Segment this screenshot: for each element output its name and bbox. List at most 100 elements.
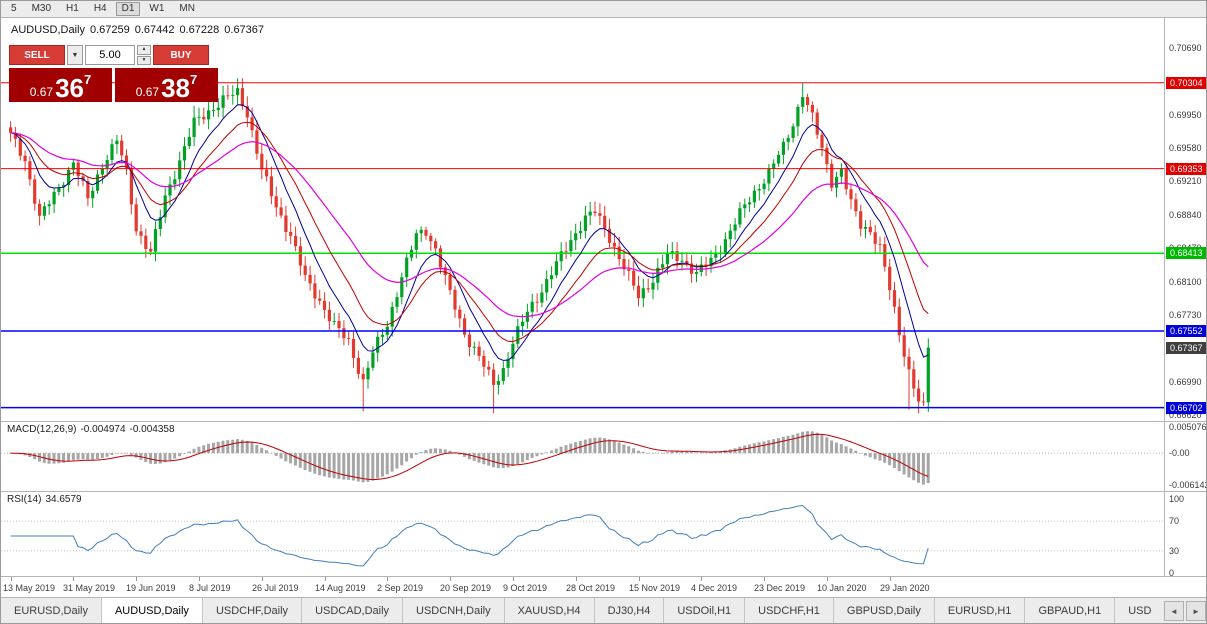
- timeframe-button-W1[interactable]: W1: [143, 2, 170, 16]
- date-axis-label: 26 Jul 2019: [252, 583, 299, 593]
- date-tick: [513, 577, 514, 581]
- timeframe-button-D1[interactable]: D1: [115, 2, 141, 16]
- date-tick: [450, 577, 451, 581]
- macd-name: MACD(12,26,9): [7, 424, 77, 435]
- ohlc-close: 0.67367: [224, 24, 265, 36]
- timeframe-toolbar: 5 M30 H1 H4 D1 W1 MN: [1, 1, 1206, 18]
- main-chart-canvas[interactable]: [1, 18, 1164, 421]
- sell-price-point: 7: [84, 72, 92, 87]
- rsi-axis-tick: 70: [1169, 516, 1180, 527]
- panel-divider: [1, 421, 1206, 422]
- price-axis-tick: 0.69580: [1169, 143, 1202, 154]
- buy-price-display[interactable]: 0.67 38 7: [115, 68, 218, 102]
- panel-divider: [1, 576, 1206, 577]
- timeframe-button-M30[interactable]: M30: [26, 2, 57, 16]
- price-axis-tick: 0.69950: [1169, 109, 1202, 120]
- chart-tab[interactable]: DJ30,H4: [594, 598, 665, 623]
- chart-tab[interactable]: AUDUSD,Daily: [101, 598, 203, 623]
- buy-price-prefix: 0.67: [135, 84, 160, 99]
- date-tick: [73, 577, 74, 581]
- sell-price-display[interactable]: 0.67 36 7: [9, 68, 112, 102]
- date-tick: [199, 577, 200, 581]
- chart-tab[interactable]: USD: [1115, 598, 1160, 623]
- panel-divider: [1, 491, 1206, 492]
- volume-up-button[interactable]: ▲: [137, 45, 151, 55]
- date-axis-label: 23 Dec 2019: [754, 583, 806, 593]
- macd-axis-tick: -0.006142: [1169, 480, 1207, 491]
- price-axis-tick: 0.68100: [1169, 276, 1202, 287]
- date-axis-label: 31 May 2019: [63, 583, 116, 593]
- chart-tab[interactable]: USDCHF,H1: [745, 598, 834, 623]
- volume-input[interactable]: [85, 45, 135, 65]
- panel-divider: [1, 597, 1206, 598]
- date-axis-label: 4 Dec 2019: [691, 583, 738, 593]
- ohlc-low: 0.67228: [179, 24, 220, 36]
- volume-dropdown-button[interactable]: ▼: [67, 45, 83, 65]
- rsi-label: RSI(14) 34.6579: [7, 494, 86, 505]
- timeframe-button-MN[interactable]: MN: [173, 2, 201, 16]
- date-axis: 13 May 2019 31 May 2019 19 Jun 2019 8 Jul 2…: [1, 577, 1164, 597]
- date-axis-label: 15 Nov 2019: [629, 583, 681, 593]
- rsi-axis-tick: 30: [1169, 545, 1180, 556]
- macd-signal-value: -0.004358: [129, 424, 175, 435]
- chart-tab[interactable]: GBPAUD,H1: [1025, 598, 1116, 623]
- volume-down-button[interactable]: ▼: [137, 55, 151, 65]
- chart-symbol: AUDUSD,Daily: [11, 24, 85, 36]
- buy-price-pips: 38: [161, 72, 191, 103]
- chart-tabbar: EURUSD,Daily AUDUSD,Daily USDCHF,Daily USDC…: [1, 598, 1206, 623]
- date-axis-label: 13 May 2019: [3, 583, 56, 593]
- date-tick: [11, 577, 12, 581]
- date-tick: [325, 577, 326, 581]
- timeframe-button-H4[interactable]: H4: [88, 2, 113, 16]
- tabs-scroll-left-button[interactable]: ◄: [1164, 601, 1184, 621]
- chevron-down-icon: ▼: [141, 56, 147, 63]
- trade-controls-row: SELL ▼ ▲ ▼ BUY: [9, 45, 221, 65]
- chart-tab[interactable]: GBPUSD,Daily: [833, 598, 935, 623]
- rsi-axis-tick: 100: [1169, 494, 1185, 504]
- chart-ohlc-header: AUDUSD,Daily 0.67259 0.67442 0.67228 0.67367: [11, 24, 269, 36]
- buy-price-point: 7: [190, 72, 198, 87]
- timeframe-button-5[interactable]: 5: [5, 2, 23, 16]
- chart-tab[interactable]: USDCAD,Daily: [302, 598, 404, 623]
- price-axis-tick: 0.69210: [1169, 176, 1202, 187]
- price-axis: 0.706900.703200.699500.695800.692100.688…: [1164, 18, 1207, 578]
- sell-price-prefix: 0.67: [29, 84, 54, 99]
- date-axis-label: 14 Aug 2019: [315, 583, 366, 593]
- date-tick: [262, 577, 263, 581]
- buy-button[interactable]: BUY: [153, 45, 209, 65]
- chevron-down-icon: ▼: [71, 51, 79, 59]
- sell-button[interactable]: SELL: [9, 45, 65, 65]
- price-level-badge: 0.70304: [1166, 76, 1206, 89]
- timeframe-button-H1[interactable]: H1: [60, 2, 85, 16]
- tab-scroll-controls: ◄ ►: [1164, 601, 1206, 621]
- date-tick: [387, 577, 388, 581]
- rsi-indicator-canvas: [1, 504, 1164, 567]
- date-axis-label: 28 Oct 2019: [566, 583, 616, 593]
- macd-axis-tick: 0.005076: [1169, 421, 1207, 432]
- chart-tab[interactable]: EURUSD,Daily: [1, 598, 102, 623]
- ohlc-open: 0.67259: [89, 24, 130, 36]
- chart-tab[interactable]: USDCHF,Daily: [202, 598, 303, 623]
- date-tick: [136, 577, 137, 581]
- price-level-badge: 0.66702: [1166, 401, 1206, 414]
- macd-label: MACD(12,26,9) -0.004974 -0.004358: [7, 424, 179, 435]
- volume-stepper: ▲ ▼: [137, 45, 151, 65]
- date-axis-label: 10 Jan 2020: [817, 583, 867, 593]
- tabs-scroll-right-button[interactable]: ►: [1186, 601, 1206, 621]
- chart-tab[interactable]: EURUSD,H1: [934, 598, 1026, 623]
- macd-axis-tick: -0.00: [1169, 448, 1190, 459]
- macd-main-value: -0.004974: [80, 424, 126, 435]
- chart-tab[interactable]: XAUUSD,H4: [504, 598, 595, 623]
- price-axis-tick: 0.68840: [1169, 209, 1202, 220]
- price-axis-tick: 0.66990: [1169, 376, 1202, 387]
- chart-tabs: EURUSD,Daily AUDUSD,Daily USDCHF,Daily USDC…: [1, 598, 1160, 623]
- date-axis-label: 8 Jul 2019: [189, 583, 231, 593]
- chart-tab[interactable]: USDCNH,Daily: [403, 598, 505, 623]
- chart-tab[interactable]: USDOil,H1: [664, 598, 746, 623]
- rsi-axis-tick: 0: [1169, 568, 1175, 578]
- chevron-up-icon: ▲: [141, 46, 147, 53]
- rsi-name: RSI(14): [7, 494, 42, 505]
- date-tick: [701, 577, 702, 581]
- price-level-badge: 0.67552: [1166, 324, 1206, 337]
